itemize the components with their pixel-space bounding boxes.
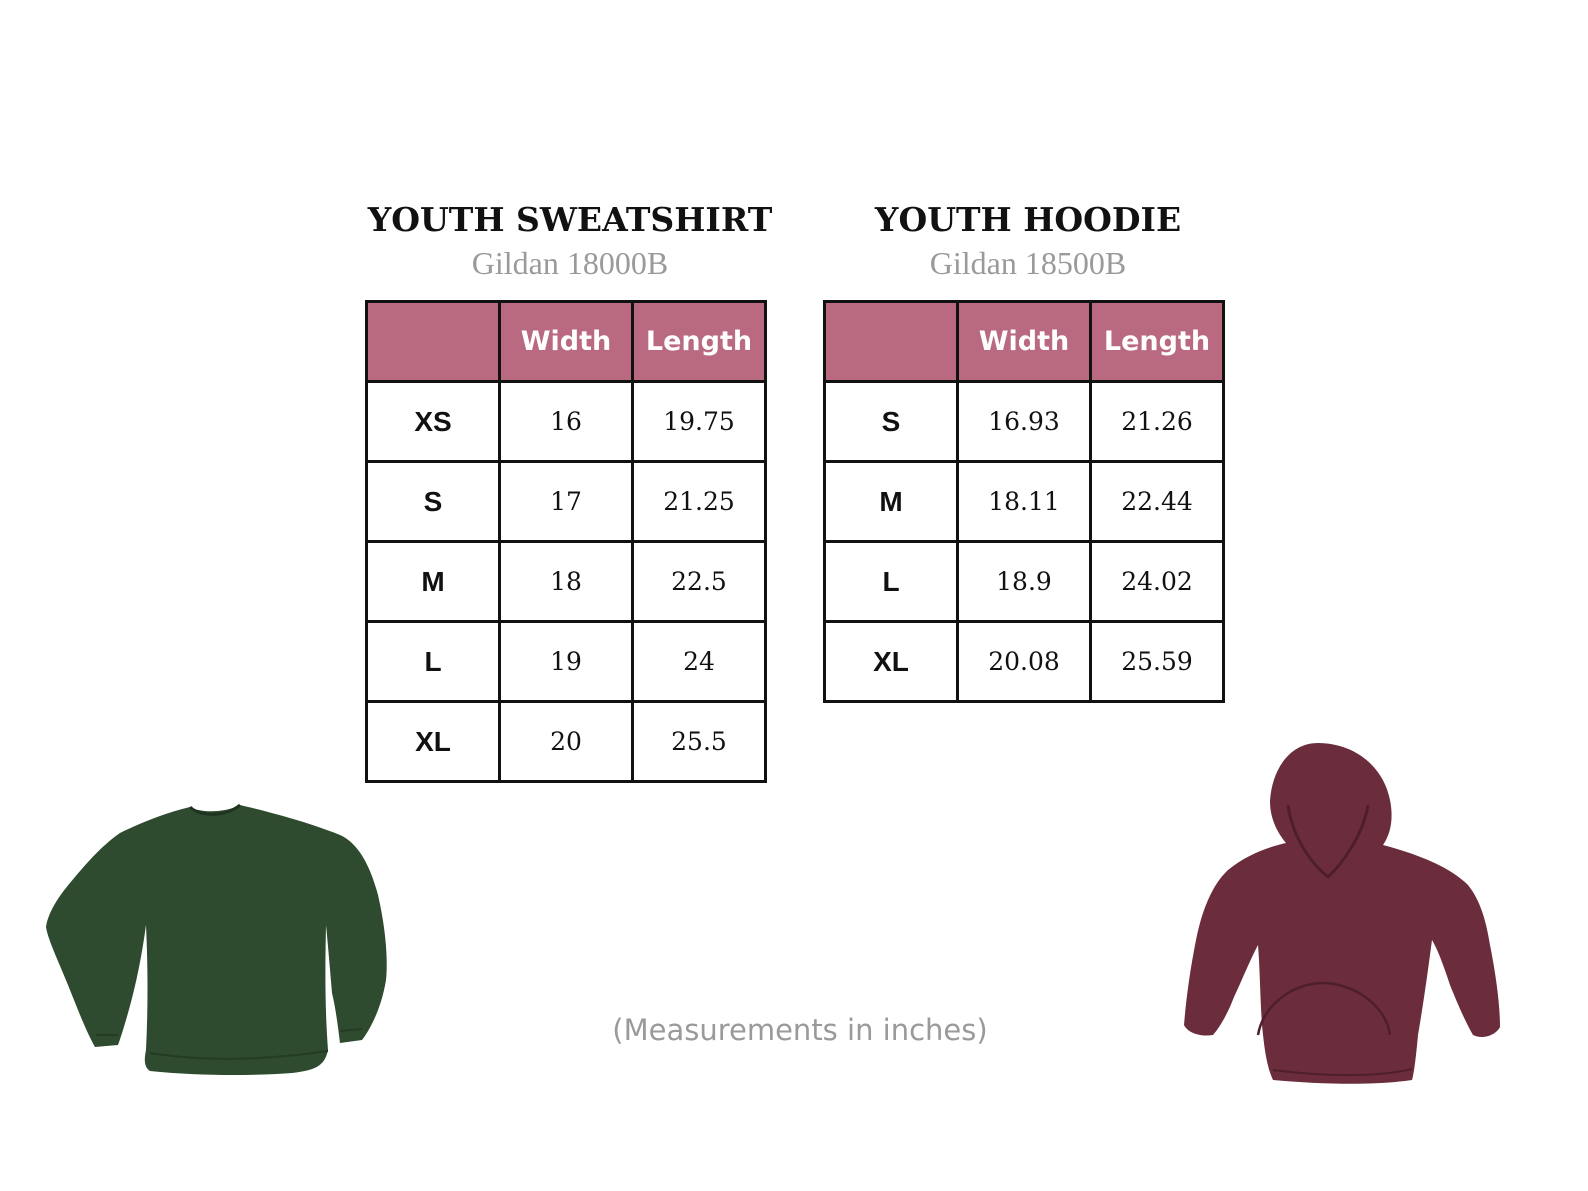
size-cell: L xyxy=(365,620,501,703)
table-row: M 18 22.5 xyxy=(365,540,767,623)
width-cell: 18.11 xyxy=(956,460,1092,543)
size-cell: M xyxy=(365,540,501,623)
length-cell: 25.5 xyxy=(631,700,767,783)
sweatshirt-subtitle: Gildan 18000B xyxy=(471,245,669,281)
sweatshirt-title: YOUTH SWEATSHIRT xyxy=(367,200,773,239)
width-cell: 20.08 xyxy=(956,620,1092,703)
width-column-header: Width xyxy=(498,300,634,383)
hoodie-subtitle: Gildan 18500B xyxy=(929,245,1127,281)
length-cell: 24 xyxy=(631,620,767,703)
table-row: XL 20.08 25.59 xyxy=(823,620,1225,703)
size-cell: XL xyxy=(823,620,959,703)
sweatshirt-icon xyxy=(46,803,387,1076)
width-cell: 16 xyxy=(498,380,634,463)
hoodie-size-table: Width Length S 16.93 21.26 M 18.11 22.44… xyxy=(823,300,1225,703)
length-cell: 19.75 xyxy=(631,380,767,463)
width-cell: 18 xyxy=(498,540,634,623)
length-column-header: Length xyxy=(631,300,767,383)
hoodie-title: YOUTH HOODIE xyxy=(874,200,1182,239)
width-cell: 19 xyxy=(498,620,634,703)
size-cell: M xyxy=(823,460,959,543)
size-cell: L xyxy=(823,540,959,623)
length-cell: 21.25 xyxy=(631,460,767,543)
table-row: L 18.9 24.02 xyxy=(823,540,1225,623)
width-cell: 20 xyxy=(498,700,634,783)
length-cell: 21.26 xyxy=(1089,380,1225,463)
width-cell: 18.9 xyxy=(956,540,1092,623)
measurements-footnote: (Measurements in inches) xyxy=(612,1013,988,1047)
table-header-row: Width Length xyxy=(823,300,1225,383)
length-cell: 24.02 xyxy=(1089,540,1225,623)
size-cell: S xyxy=(365,460,501,543)
size-column-header xyxy=(365,300,501,383)
table-row: S 17 21.25 xyxy=(365,460,767,543)
table-row: XS 16 19.75 xyxy=(365,380,767,463)
size-column-header xyxy=(823,300,959,383)
hoodie-icon xyxy=(1184,743,1500,1084)
width-column-header: Width xyxy=(956,300,1092,383)
sweatshirt-size-table: Width Length XS 16 19.75 S 17 21.25 M 18… xyxy=(365,300,767,783)
length-cell: 22.5 xyxy=(631,540,767,623)
table-header-row: Width Length xyxy=(365,300,767,383)
width-cell: 16.93 xyxy=(956,380,1092,463)
size-cell: XL xyxy=(365,700,501,783)
table-row: L 19 24 xyxy=(365,620,767,703)
size-cell: XS xyxy=(365,380,501,463)
length-column-header: Length xyxy=(1089,300,1225,383)
table-row: XL 20 25.5 xyxy=(365,700,767,783)
length-cell: 22.44 xyxy=(1089,460,1225,543)
table-row: S 16.93 21.26 xyxy=(823,380,1225,463)
table-row: M 18.11 22.44 xyxy=(823,460,1225,543)
width-cell: 17 xyxy=(498,460,634,543)
length-cell: 25.59 xyxy=(1089,620,1225,703)
size-cell: S xyxy=(823,380,959,463)
